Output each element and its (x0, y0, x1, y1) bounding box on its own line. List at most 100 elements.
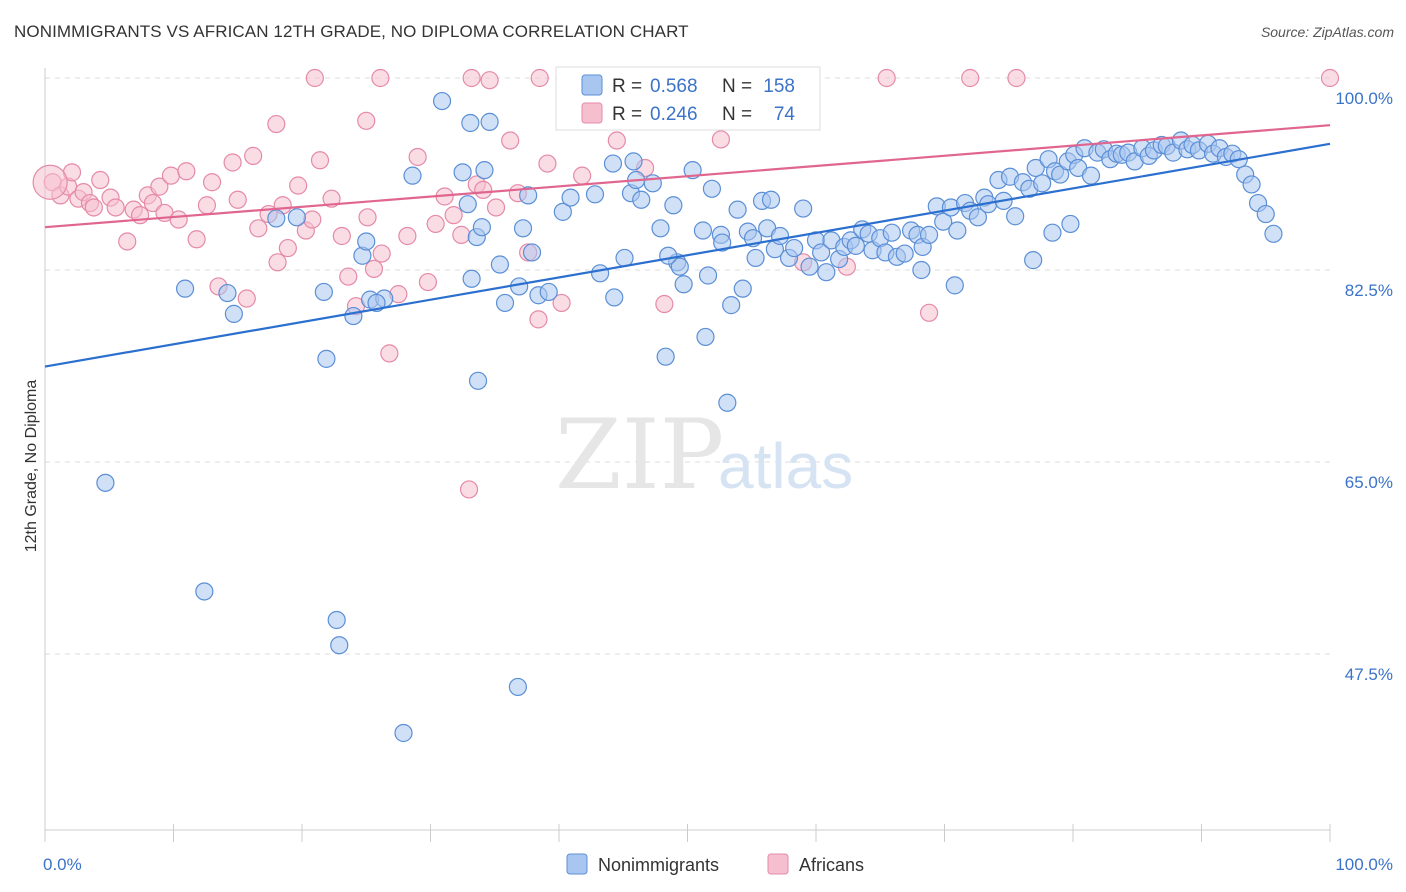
nonimmigrants-point (461, 113, 480, 133)
nonimmigrants-point (508, 677, 527, 697)
africans-point (237, 289, 256, 308)
legend-nonimmigrants-swatch (566, 853, 588, 875)
africans-point (278, 238, 297, 258)
africans-point (501, 131, 520, 150)
nonimmigrants-point (733, 279, 752, 298)
africans-point (305, 68, 324, 88)
africans-point (310, 151, 330, 170)
nonimmigrants-point (846, 236, 865, 255)
nonimmigrants-point (919, 225, 939, 244)
africans-point (426, 214, 445, 234)
x-tick-labels: 0.0% 100.0% (43, 855, 1393, 874)
nonimmigrants-point (693, 221, 713, 240)
africans-point (223, 153, 242, 172)
y-tick-label: 47.5% (1345, 665, 1393, 684)
nonimmigrants-point (603, 154, 623, 173)
nonimmigrants-point (330, 636, 349, 655)
africans-point (150, 177, 169, 196)
africans-point (322, 189, 341, 208)
nonimmigrants-point (453, 163, 472, 182)
nonimmigrants-point (585, 185, 605, 204)
nonimmigrants-point (522, 243, 542, 262)
nonimmigrants-point (218, 283, 237, 303)
legend-n-value-2: 74 (774, 104, 796, 125)
africans-point (655, 294, 674, 314)
nonimmigrants-point (317, 349, 336, 368)
nonimmigrants-point (1256, 204, 1275, 224)
nonimmigrants-point (267, 209, 286, 228)
nonimmigrants-point (495, 293, 515, 313)
nonimmigrants-point (882, 223, 901, 242)
africans-point (249, 219, 268, 238)
africans-point (552, 293, 571, 313)
nonimmigrants-point (403, 166, 422, 185)
africans-point (187, 230, 206, 249)
y-axis-label: 12th Grade, No Diploma (23, 380, 40, 553)
nonimmigrants-point (702, 179, 722, 198)
x-tick-label: 0.0% (43, 855, 82, 874)
nonimmigrants-point (770, 226, 790, 246)
nonimmigrants-point (513, 219, 533, 238)
africans-trend-line (44, 124, 1331, 229)
africans-point (444, 206, 463, 225)
nonimmigrants-point (561, 188, 580, 207)
africans-point (197, 196, 217, 215)
africans-point (452, 225, 471, 244)
trend-lines (44, 124, 1331, 368)
africans-point (91, 170, 110, 190)
y-tick-label: 65.0% (1345, 473, 1393, 492)
nonimmigrants-point (539, 282, 558, 302)
nonimmigrants-point (605, 288, 624, 307)
y-tick-label: 100.0% (1335, 89, 1393, 108)
nonimmigrants-point (674, 275, 693, 294)
nonimmigrants-point (632, 190, 651, 209)
nonimmigrants-point (472, 218, 491, 237)
nonimmigrants-point (761, 190, 781, 209)
nonimmigrants-point (462, 269, 481, 288)
nonimmigrants-point (96, 473, 115, 492)
nonimmigrants-point (224, 304, 243, 323)
africans-point (202, 173, 222, 192)
africans-point (268, 253, 287, 272)
nonimmigrants-point (287, 208, 306, 227)
africans-point (339, 267, 358, 286)
africans-point (530, 68, 549, 88)
nonimmigrants-point (656, 347, 675, 366)
nonimmigrants-point (327, 610, 346, 630)
nonimmigrants-point (800, 257, 819, 276)
nonimmigrants-point (659, 246, 678, 265)
nonimmigrants-point (519, 186, 538, 205)
nonimmigrants-point (698, 266, 718, 285)
africans-point (364, 259, 384, 279)
watermark-zip: ZIP (555, 399, 724, 511)
africans-point (486, 198, 506, 217)
nonimmigrants-point (1024, 251, 1043, 270)
africans-point (303, 210, 322, 229)
africans-point (118, 232, 137, 251)
nonimmigrants-point (314, 282, 333, 302)
nonimmigrants-point (624, 152, 643, 171)
africans-point (372, 244, 391, 263)
nonimmigrants-point (812, 243, 831, 262)
nonimmigrants-point (357, 232, 376, 251)
series-legend: Nonimmigrants Africans (566, 853, 864, 875)
africans-point (1320, 68, 1340, 88)
nonimmigrants-point (475, 161, 494, 180)
y-tick-labels: 100.0% 82.5% 65.0% 47.5% (1335, 89, 1393, 684)
africans-point (961, 68, 980, 88)
nonimmigrants-point (728, 200, 747, 219)
nonimmigrants-point (591, 264, 610, 283)
africans-point (244, 146, 263, 165)
source-label: Source: ZipAtlas.com (1260, 24, 1394, 40)
legend-africans-label: Africans (799, 855, 864, 875)
africans-point (161, 166, 181, 185)
watermark-atlas: atlas (718, 430, 853, 502)
nonimmigrants-point (696, 327, 715, 347)
nonimmigrants-point (1043, 223, 1062, 242)
nonimmigrants-point (367, 293, 386, 313)
nonimmigrants-point (1242, 175, 1261, 194)
nonimmigrants-point (468, 371, 488, 390)
africans-point (474, 180, 493, 200)
chart-title: NONIMMIGRANTS VS AFRICAN 12TH GRADE, NO … (14, 22, 689, 41)
nonimmigrants-point (615, 248, 634, 268)
